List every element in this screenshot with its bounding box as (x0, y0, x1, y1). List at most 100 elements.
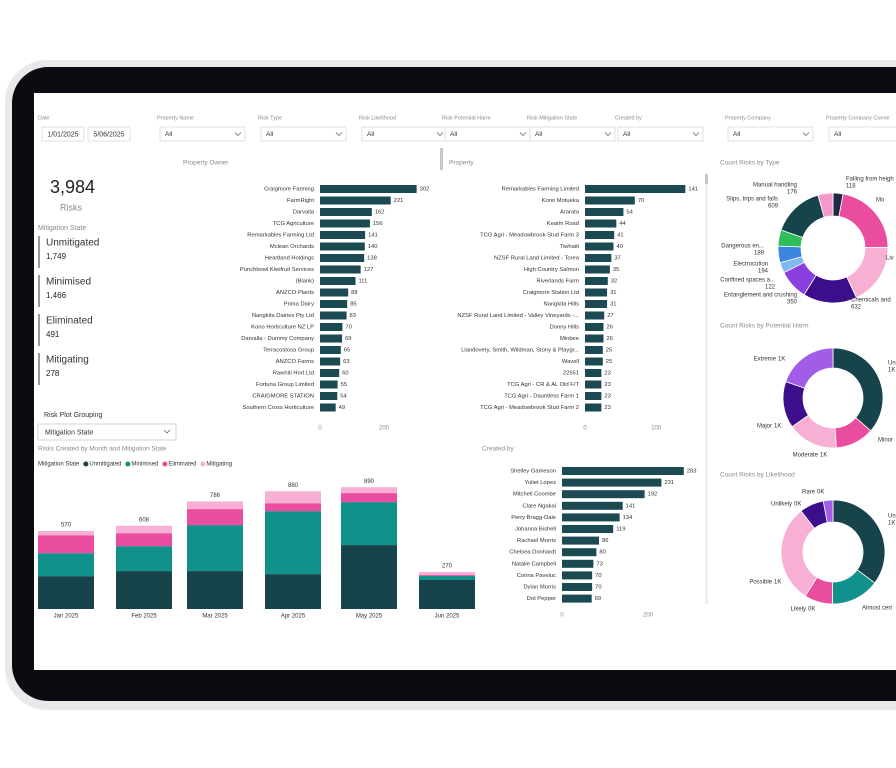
bar (562, 536, 600, 545)
chevron (692, 132, 700, 136)
value-label: 70 (345, 325, 351, 331)
category-label: Ararata (560, 210, 580, 216)
category-label: Riverlands Farm (536, 279, 579, 285)
category-label: CRAIGMORE STATION (252, 394, 314, 400)
slice-label: Extreme (754, 357, 777, 363)
bar (585, 403, 602, 412)
chart-title: Created by (482, 446, 515, 453)
slice-label: Entanglement and crushing (724, 293, 797, 299)
category-label: Chelsea Donhardt (509, 550, 556, 556)
bar (320, 403, 336, 412)
slice-label: Manual handling (753, 183, 797, 189)
category-label: Clare Ngakai (522, 503, 556, 509)
card-name: Eliminated (46, 316, 93, 327)
bar (562, 467, 684, 475)
x-tick-label: 0 (318, 426, 322, 432)
chart-title: Risks Created by Month and Mitigation St… (38, 446, 167, 453)
filter-label: Risk Mitigation State (527, 115, 577, 121)
filter-value: All (623, 131, 631, 138)
category-label: Mclean Orchards (270, 244, 314, 250)
category-label: Corina Paveluc (517, 573, 556, 579)
category-label: FarmRight (287, 198, 314, 204)
slice-value: 1K (774, 580, 781, 586)
slice-label: Unlikely (771, 502, 792, 508)
bar (320, 311, 347, 320)
slice-value: 0K (808, 607, 815, 613)
filter-label: Created by (615, 115, 642, 121)
bar (562, 583, 593, 591)
filter-label: Risk Type (258, 115, 282, 121)
value-label: 32 (611, 279, 617, 285)
filter-dropdown[interactable] (361, 126, 448, 142)
bar (320, 380, 338, 389)
filter-dropdown[interactable] (529, 126, 616, 142)
grouping-dropdown[interactable] (37, 423, 177, 441)
filter-dropdown[interactable] (828, 126, 896, 142)
kpi-label: Risks (60, 202, 82, 212)
bar-segment (341, 545, 397, 609)
bar-segment (187, 571, 243, 609)
filter-value: All (834, 131, 842, 138)
bar (562, 513, 620, 522)
bar (585, 346, 603, 354)
bar (562, 548, 597, 557)
slice-label: Moderate (793, 453, 819, 459)
bar (320, 334, 343, 343)
donut-slice (817, 192, 834, 218)
total-label: 890 (364, 479, 375, 485)
filter-dropdown[interactable] (617, 126, 704, 142)
x-tick-label: 200 (643, 613, 654, 619)
category-label: Darvalla - Dummy Company (241, 336, 314, 342)
bar (320, 288, 349, 297)
slice-label: Almost cert (862, 606, 892, 612)
category-label: TCG Agri - Meadowbrook Stud Farm 2 (480, 405, 579, 411)
value-label: 25 (606, 348, 612, 354)
slice-label: Minor (878, 438, 893, 444)
x-tick-label: 0 (583, 426, 587, 432)
slice-value: 609 (768, 204, 779, 210)
filter-dropdown[interactable] (159, 126, 246, 142)
filter-label: Property Company Conne (826, 115, 890, 121)
slice-label: Major (757, 424, 772, 430)
category-label: Remarkables Farming Ltd (247, 233, 314, 239)
legend-label: Minimised (131, 462, 158, 468)
filter-value: All (367, 131, 375, 138)
bar-segment (419, 579, 475, 609)
category-label: Fortuna Group Limited (256, 382, 314, 388)
bar-segment (419, 576, 475, 580)
bar (320, 265, 361, 274)
value-label: 40 (616, 244, 622, 250)
filter-dropdown[interactable] (727, 126, 814, 142)
date-input[interactable] (87, 126, 131, 142)
value-label: 23 (604, 394, 610, 400)
x-tick-label: Jan 2025 (54, 614, 79, 620)
slice-value: 1K (778, 357, 785, 363)
category-label: Darvalla (293, 210, 315, 216)
filter-value: All (165, 131, 173, 138)
category-label: Prima Dairy (284, 302, 314, 308)
bar-segment (265, 491, 321, 504)
bar (562, 478, 662, 487)
total-label: 570 (61, 523, 72, 529)
slice-value: 194 (758, 269, 769, 275)
bar-segment (38, 531, 94, 536)
filter-value: All (266, 131, 274, 138)
value-label: 156 (373, 221, 383, 227)
donut-slice (785, 347, 834, 389)
card-accent (38, 314, 40, 346)
legend-dot (162, 461, 168, 467)
total-label: 786 (210, 493, 221, 499)
filter-dropdown[interactable] (260, 126, 347, 142)
category-label: TCG Agri - Meadowbrook Stud Farm 3 (480, 233, 579, 239)
chevron (519, 132, 527, 136)
category-label: Donny Hills (550, 325, 579, 331)
value-label: 83 (350, 313, 356, 319)
legend-dot (125, 461, 131, 467)
bar (320, 369, 340, 377)
bar (562, 525, 614, 533)
bar-segment (116, 525, 172, 534)
donut-slice (832, 499, 886, 584)
date-input[interactable] (41, 126, 85, 142)
filter-dropdown[interactable] (444, 126, 531, 142)
value-label: 23 (604, 405, 610, 411)
